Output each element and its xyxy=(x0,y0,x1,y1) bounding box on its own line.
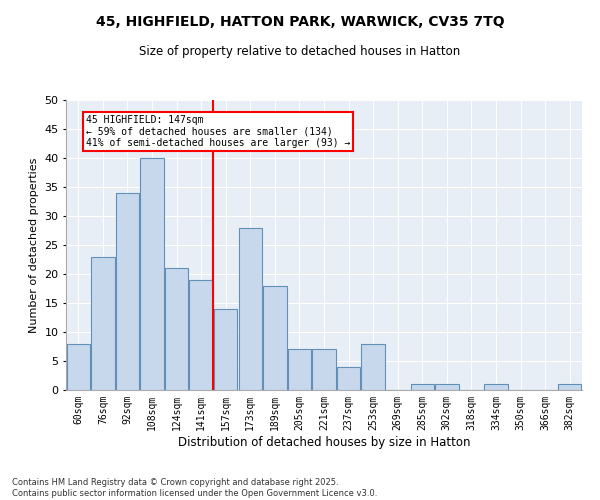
Bar xyxy=(337,367,360,390)
Bar xyxy=(140,158,164,390)
Bar xyxy=(67,344,90,390)
Bar xyxy=(190,280,213,390)
Bar xyxy=(239,228,262,390)
Text: 45 HIGHFIELD: 147sqm
← 59% of detached houses are smaller (134)
41% of semi-deta: 45 HIGHFIELD: 147sqm ← 59% of detached h… xyxy=(86,114,350,148)
X-axis label: Distribution of detached houses by size in Hatton: Distribution of detached houses by size … xyxy=(178,436,470,448)
Y-axis label: Number of detached properties: Number of detached properties xyxy=(29,158,38,332)
Bar xyxy=(484,384,508,390)
Bar xyxy=(214,309,238,390)
Text: Contains HM Land Registry data © Crown copyright and database right 2025.
Contai: Contains HM Land Registry data © Crown c… xyxy=(12,478,377,498)
Bar xyxy=(288,350,311,390)
Bar xyxy=(165,268,188,390)
Bar xyxy=(263,286,287,390)
Text: Size of property relative to detached houses in Hatton: Size of property relative to detached ho… xyxy=(139,45,461,58)
Bar xyxy=(116,193,139,390)
Bar xyxy=(361,344,385,390)
Text: 45, HIGHFIELD, HATTON PARK, WARWICK, CV35 7TQ: 45, HIGHFIELD, HATTON PARK, WARWICK, CV3… xyxy=(95,15,505,29)
Bar xyxy=(558,384,581,390)
Bar xyxy=(313,350,335,390)
Bar xyxy=(435,384,458,390)
Bar xyxy=(91,256,115,390)
Bar xyxy=(410,384,434,390)
